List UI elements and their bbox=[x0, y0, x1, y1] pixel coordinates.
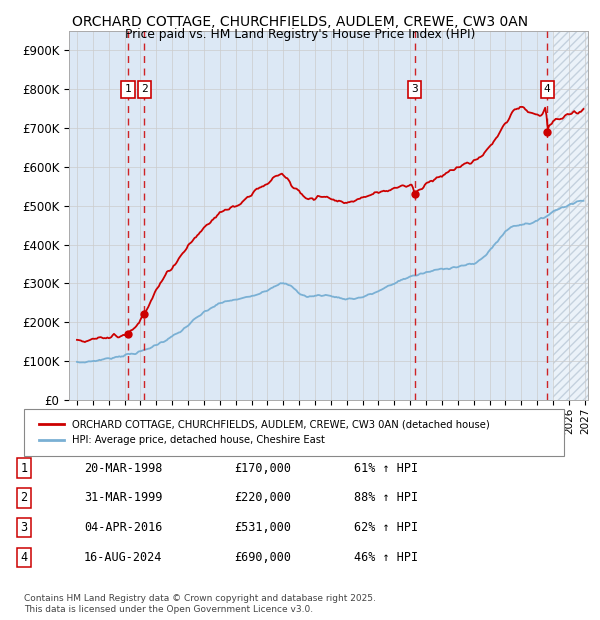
Text: 1: 1 bbox=[20, 462, 28, 474]
Text: £220,000: £220,000 bbox=[234, 492, 291, 504]
Text: £531,000: £531,000 bbox=[234, 521, 291, 534]
Legend: ORCHARD COTTAGE, CHURCHFIELDS, AUDLEM, CREWE, CW3 0AN (detached house), HPI: Ave: ORCHARD COTTAGE, CHURCHFIELDS, AUDLEM, C… bbox=[34, 414, 495, 451]
Text: 04-APR-2016: 04-APR-2016 bbox=[84, 521, 163, 534]
Text: 2: 2 bbox=[20, 492, 28, 504]
Text: 2: 2 bbox=[141, 84, 148, 94]
Text: 4: 4 bbox=[20, 551, 28, 564]
Text: 16-AUG-2024: 16-AUG-2024 bbox=[84, 551, 163, 564]
Text: £170,000: £170,000 bbox=[234, 462, 291, 474]
Text: 4: 4 bbox=[544, 84, 551, 94]
Bar bbox=[553, 31, 588, 400]
FancyBboxPatch shape bbox=[24, 409, 564, 456]
Text: 88% ↑ HPI: 88% ↑ HPI bbox=[354, 492, 418, 504]
Bar bbox=[553, 31, 588, 400]
Text: ORCHARD COTTAGE, CHURCHFIELDS, AUDLEM, CREWE, CW3 0AN: ORCHARD COTTAGE, CHURCHFIELDS, AUDLEM, C… bbox=[72, 16, 528, 30]
Text: 1: 1 bbox=[125, 84, 131, 94]
Text: 3: 3 bbox=[20, 521, 28, 534]
Text: 62% ↑ HPI: 62% ↑ HPI bbox=[354, 521, 418, 534]
Text: 20-MAR-1998: 20-MAR-1998 bbox=[84, 462, 163, 474]
Text: £690,000: £690,000 bbox=[234, 551, 291, 564]
Text: 46% ↑ HPI: 46% ↑ HPI bbox=[354, 551, 418, 564]
Text: 3: 3 bbox=[411, 84, 418, 94]
Text: 61% ↑ HPI: 61% ↑ HPI bbox=[354, 462, 418, 474]
Text: Contains HM Land Registry data © Crown copyright and database right 2025.
This d: Contains HM Land Registry data © Crown c… bbox=[24, 595, 376, 614]
Text: Price paid vs. HM Land Registry's House Price Index (HPI): Price paid vs. HM Land Registry's House … bbox=[125, 28, 475, 41]
Text: 31-MAR-1999: 31-MAR-1999 bbox=[84, 492, 163, 504]
